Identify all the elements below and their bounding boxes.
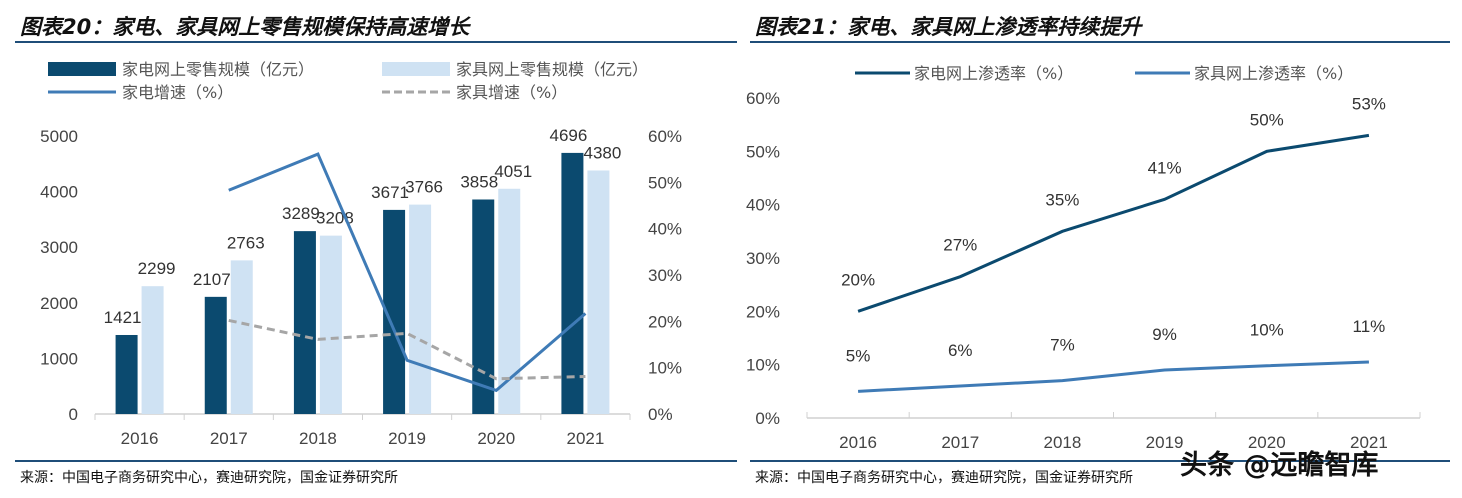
bar-furniture-sales xyxy=(409,204,432,414)
y-tick-label: 0% xyxy=(755,409,780,428)
x-tick-label: 2016 xyxy=(121,429,159,448)
bar-appliance-sales xyxy=(293,231,316,414)
x-tick-label: 2018 xyxy=(1044,433,1082,452)
chart-title-right: 图表21：家电、家具网上渗透率持续提升 xyxy=(755,15,1143,39)
bar-furniture-sales xyxy=(230,260,253,414)
data-label: 20% xyxy=(841,270,875,289)
legend-appliance-sales: 家电网上零售规模（亿元） xyxy=(122,60,314,79)
title-rule-right xyxy=(750,41,1450,43)
y-tick-label: 1000 xyxy=(40,349,78,368)
bar-appliance-sales xyxy=(561,152,584,414)
y2-tick-label: 40% xyxy=(648,220,682,239)
bar-furniture-sales xyxy=(319,235,342,414)
bar-appliance-sales xyxy=(204,296,227,414)
y-tick-label: 5000 xyxy=(40,127,78,146)
data-label: 4380 xyxy=(584,143,622,162)
data-label: 4051 xyxy=(494,162,532,181)
data-label: 41% xyxy=(1148,158,1182,177)
bar-appliance-sales xyxy=(383,209,406,414)
legend-appliance-growth: 家电增速（%） xyxy=(122,83,233,102)
source-rule-left xyxy=(15,460,737,462)
y-tick-label: 50% xyxy=(746,142,780,161)
data-label: 7% xyxy=(1050,336,1075,355)
y-tick-label: 30% xyxy=(746,249,780,268)
legend-swatch-furniture-sales xyxy=(382,62,450,76)
bar-furniture-sales xyxy=(587,170,610,414)
right-chart: 0% 10% 20% 30% 40% 50% 60% 2016 2017 2018 2019 2020… xyxy=(746,89,1421,452)
y2-tick-label: 20% xyxy=(648,312,682,331)
legend-furniture-growth: 家具增速（%） xyxy=(456,83,567,102)
data-label: 2299 xyxy=(138,259,176,278)
legend-furniture-sales: 家具网上零售规模（亿元） xyxy=(456,60,648,79)
source-left: 来源：中国电子商务研究中心，赛迪研究院，国金证券研究所 xyxy=(20,470,398,486)
x-tick-label: 2017 xyxy=(210,429,248,448)
chart-title-left: 图表20：家电、家具网上零售规模保持高速增长 xyxy=(20,15,471,39)
x-tick-label: 2020 xyxy=(477,429,515,448)
line-appliance-growth xyxy=(228,152,587,393)
watermark: 头条 @远瞻智库 xyxy=(1180,449,1378,481)
data-label: 3289 xyxy=(282,204,320,223)
y-tick-label: 40% xyxy=(746,196,780,215)
bar-furniture-sales xyxy=(498,188,521,414)
bar-appliance-sales xyxy=(115,334,138,414)
data-label: 3766 xyxy=(405,178,443,197)
line-furniture-penetration xyxy=(858,360,1369,393)
y-tick-label: 4000 xyxy=(40,183,78,202)
y2-tick-label: 10% xyxy=(648,359,682,378)
bar-appliance-sales xyxy=(472,199,495,414)
data-label: 10% xyxy=(1250,321,1284,340)
x-tick-label: 2019 xyxy=(388,429,426,448)
data-label: 3671 xyxy=(371,183,409,202)
legend-furniture-penetration: 家具网上渗透率（%） xyxy=(1194,64,1353,83)
data-label: 27% xyxy=(943,236,977,255)
left-chart: 0 1000 2000 3000 4000 5000 0% 10% 20% 30% 40% 50% 60… xyxy=(40,126,682,448)
data-label: 11% xyxy=(1353,317,1386,336)
data-label: 4696 xyxy=(550,126,588,145)
data-label: 53% xyxy=(1352,94,1386,113)
x-tick-label: 2019 xyxy=(1146,433,1184,452)
x-tick-label: 2016 xyxy=(839,433,877,452)
y-tick-label: 10% xyxy=(746,356,780,375)
data-label: 35% xyxy=(1045,190,1079,209)
legend-appliance-penetration: 家电网上渗透率（%） xyxy=(914,64,1073,83)
data-label: 2763 xyxy=(227,233,265,252)
line-furniture-growth xyxy=(228,318,586,381)
title-rule-left xyxy=(15,41,737,43)
y2-tick-label: 60% xyxy=(648,127,682,146)
data-label: 5% xyxy=(846,346,871,365)
data-label: 3858 xyxy=(460,172,498,191)
data-label: 2107 xyxy=(193,270,231,289)
y-tick-label: 20% xyxy=(746,302,780,321)
legend-swatch-appliance-sales xyxy=(48,62,116,76)
data-label: 50% xyxy=(1250,110,1284,129)
data-label: 1421 xyxy=(104,308,142,327)
data-label: 9% xyxy=(1152,325,1177,344)
x-tick-label: 2021 xyxy=(1350,433,1388,452)
x-tick-label: 2017 xyxy=(941,433,979,452)
source-right: 来源：中国电子商务研究中心，赛迪研究院，国金证券研究所 xyxy=(755,470,1133,486)
x-tick-label: 2021 xyxy=(567,429,605,448)
y2-tick-label: 0% xyxy=(648,405,673,424)
y-tick-label: 3000 xyxy=(40,238,78,257)
y-tick-label: 60% xyxy=(746,89,780,108)
data-label: 6% xyxy=(948,341,973,360)
y2-tick-label: 50% xyxy=(648,173,682,192)
y2-tick-label: 30% xyxy=(648,266,682,285)
bar-furniture-sales xyxy=(141,286,164,414)
x-tick-label: 2020 xyxy=(1248,433,1286,452)
y-tick-label: 2000 xyxy=(40,294,78,313)
source-rule-right xyxy=(750,460,1450,462)
line-appliance-penetration xyxy=(857,133,1370,313)
x-tick-label: 2018 xyxy=(299,429,337,448)
y-tick-label: 0 xyxy=(69,405,78,424)
